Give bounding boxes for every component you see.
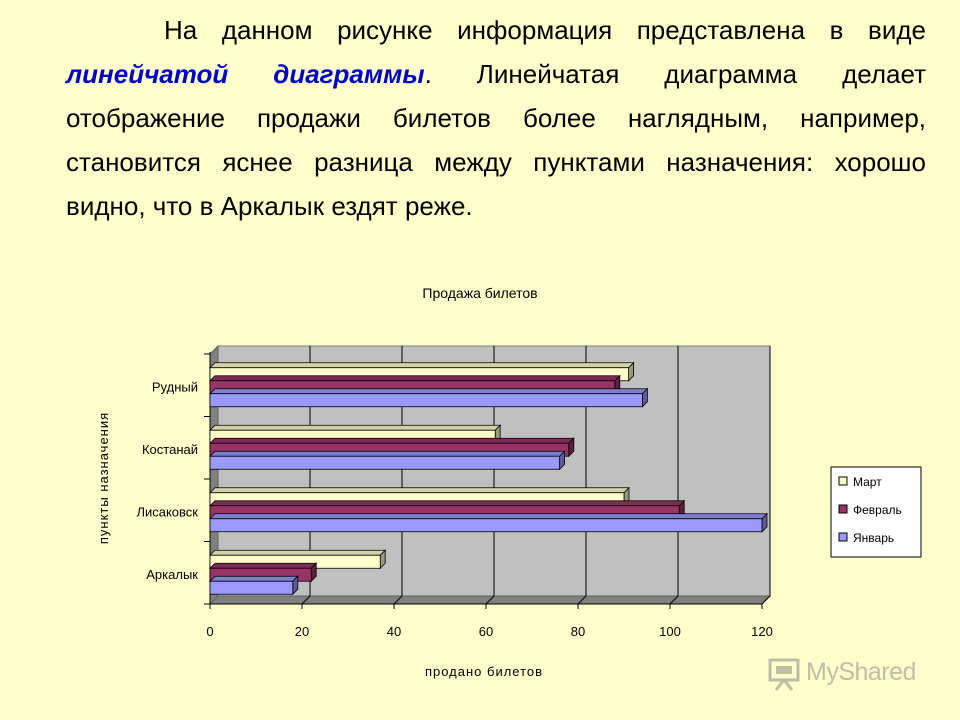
x-tick-label: 120 [751, 624, 773, 639]
chart-body: 0 20 40 60 80 100 120 Аркалык Лисаковск Костанай Р… [136, 344, 773, 639]
bar [209, 450, 566, 471]
intro-text-part1: На данном рисунке информация представлен… [164, 15, 926, 45]
y-tick-label: Лисаковск [136, 504, 198, 519]
intro-emphasis: линейчатой диаграммы [66, 59, 425, 89]
bar-top-face [209, 450, 566, 457]
bar-top-face [209, 375, 621, 382]
bar-top-face [209, 500, 686, 507]
gridline [669, 595, 679, 605]
bar-front-face [209, 393, 643, 408]
bar [209, 575, 299, 596]
x-tick-label: 40 [387, 624, 401, 639]
y-tick-label: Рудный [152, 379, 198, 394]
gridline [301, 595, 311, 605]
bar-top-face [209, 437, 575, 444]
y-tick-label: Костанай [142, 442, 198, 457]
gridline [485, 595, 495, 605]
bar-top-face [209, 388, 649, 395]
bar-top-face [209, 513, 768, 520]
presentation-icon [768, 658, 800, 691]
logo-text: MyShared [806, 658, 916, 686]
bar-top-face [209, 562, 318, 569]
bar-top-face [209, 549, 387, 556]
y-axis-label: пункты назначения [96, 412, 111, 544]
bar-front-face [209, 580, 294, 595]
intro-paragraph: На данном рисунке информация представлен… [66, 8, 926, 228]
gridline [577, 595, 587, 605]
legend-swatch [838, 532, 848, 542]
legend-label: Февраль [853, 503, 902, 517]
bar [209, 512, 768, 533]
x-tick-label: 100 [659, 624, 681, 639]
bar-top-face [209, 424, 502, 431]
x-axis-label: продано билетов [425, 664, 543, 679]
bar-front-face [209, 518, 763, 533]
bar-top-face [209, 575, 299, 582]
x-tick-label: 80 [571, 624, 585, 639]
x-tick-label: 0 [206, 624, 213, 639]
chart-legend: Март Февраль Январь [830, 466, 922, 558]
gridline [393, 595, 403, 605]
legend-swatch [838, 476, 848, 486]
x-tick-label: 60 [479, 624, 493, 639]
intro-text-part2: . Линейчатая диаграмма делает отображени… [66, 59, 926, 221]
legend-swatch [838, 504, 848, 514]
legend-label: Март [853, 475, 882, 489]
myshared-logo: MyShared [766, 654, 936, 694]
bar [209, 387, 649, 408]
bar-top-face [209, 362, 635, 369]
legend-label: Январь [853, 531, 894, 545]
bar-top-face [209, 487, 630, 494]
x-tick-label: 20 [295, 624, 309, 639]
y-tick-label: Аркалык [146, 567, 198, 582]
gridline [761, 595, 771, 605]
bar-front-face [209, 455, 561, 470]
chart-title: Продажа билетов [422, 285, 537, 301]
